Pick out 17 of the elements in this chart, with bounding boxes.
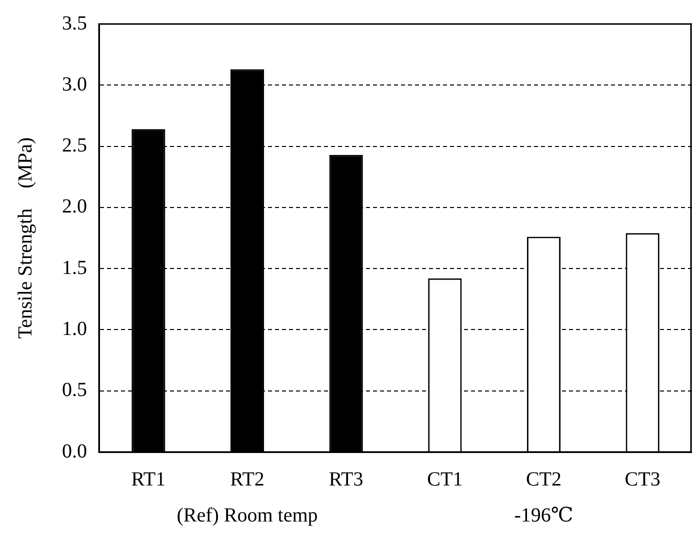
- y-tick-label: 2.5: [62, 134, 87, 157]
- text: (Ref) Room temp: [176, 504, 318, 526]
- x-tick-label: RT2: [230, 468, 264, 490]
- text: -196℃: [514, 504, 574, 526]
- x-tick-label: CT2: [526, 468, 562, 490]
- y-tick-label: 0.5: [62, 379, 87, 402]
- y-tick-label: 1.5: [62, 256, 87, 279]
- y-tick-label: 2.0: [62, 196, 87, 218]
- x-tick-label: RT3: [328, 468, 364, 490]
- y-tick-label: 1.0: [62, 318, 87, 340]
- x-tick-label: CT1: [427, 468, 463, 490]
- y-axis-title: Tensile Strength (MPa): [14, 137, 36, 339]
- y-tick-label: 0.0: [62, 440, 87, 462]
- x-tick-label: RT1: [131, 468, 166, 490]
- x-tick-label: CT3: [624, 468, 660, 490]
- y-tick-label: 3.0: [62, 73, 87, 96]
- y-tick-label: 3.5: [62, 12, 87, 34]
